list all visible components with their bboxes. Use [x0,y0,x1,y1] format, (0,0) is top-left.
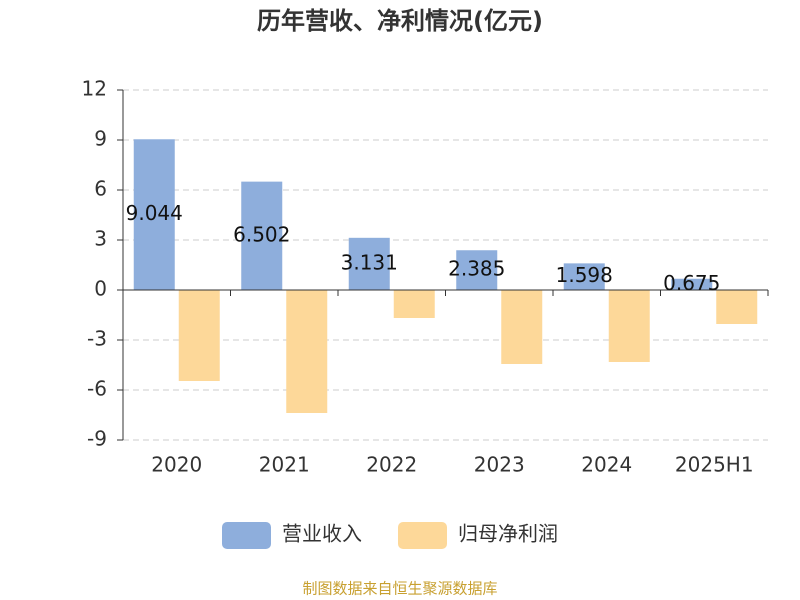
x-tick-label: 2023 [474,453,525,477]
bar [671,278,713,290]
data-label: 0.675 [663,271,720,295]
source-note: 制图数据来自恒生聚源数据库 [302,580,497,598]
x-tick-label: 2025H1 [675,453,754,477]
y-tick-label: 0 [94,277,107,301]
legend-label: 营业收入 [282,522,362,546]
bar [456,250,498,290]
bar [178,290,220,381]
y-tick-label: 12 [82,77,107,101]
bar [241,181,283,290]
bar [286,290,328,413]
legend-label: 归母净利润 [458,522,558,546]
bar [501,290,543,364]
bar [133,139,175,290]
legend-swatch [398,522,447,549]
y-tick-label: -9 [87,427,107,451]
x-tick-label: 2021 [259,453,310,477]
bar [348,237,390,290]
bar [716,290,758,324]
bar [563,263,605,290]
bar [393,290,435,318]
bar [608,290,650,362]
data-label: 1.598 [556,263,613,287]
x-tick-label: 2022 [366,453,417,477]
data-label: 9.044 [126,201,183,225]
x-tick-label: 2024 [581,453,632,477]
data-label: 6.502 [233,222,290,246]
y-tick-label: 6 [94,177,107,201]
data-label: 3.131 [341,250,398,274]
x-tick-label: 2020 [151,453,202,477]
chart-title: 历年营收、净利情况(亿元) [257,7,543,35]
y-tick-label: 9 [94,127,107,151]
y-tick-label: 3 [94,227,107,251]
legend-swatch [222,522,271,549]
y-tick-label: -3 [87,327,107,351]
y-tick-label: -6 [87,377,107,401]
data-label: 2.385 [448,257,505,281]
